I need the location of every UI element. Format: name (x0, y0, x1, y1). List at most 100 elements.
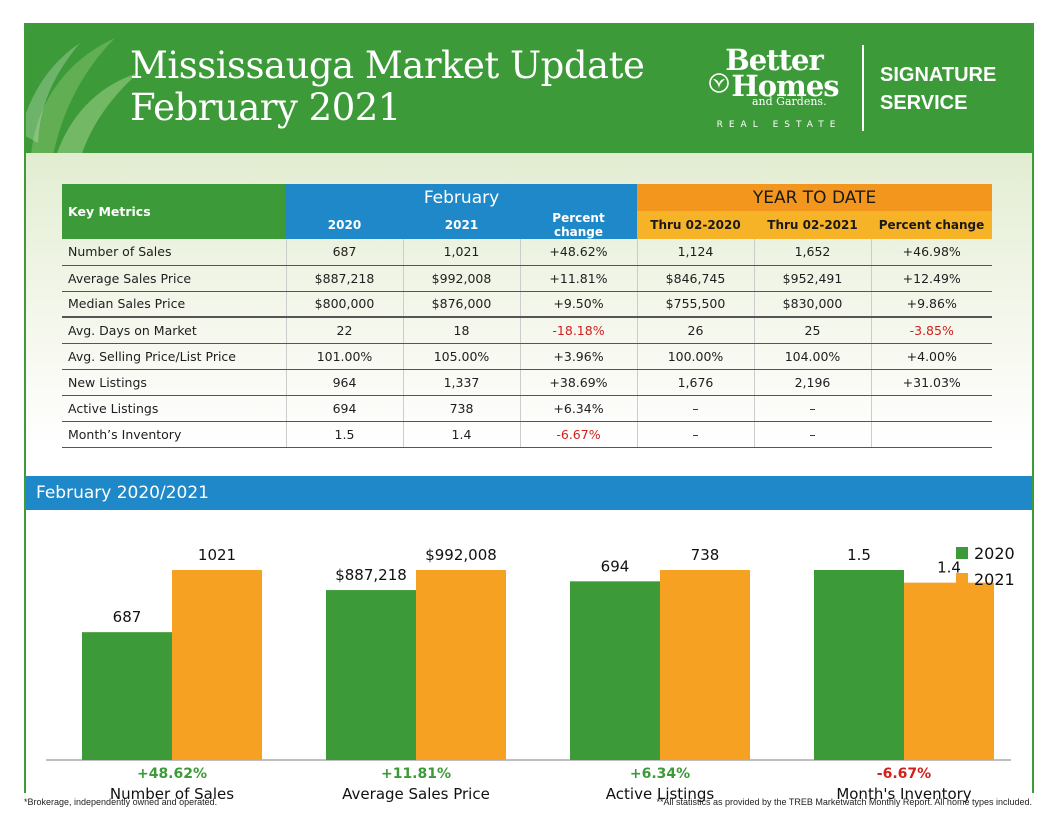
table-row: Median Sales Price $800,000 $876,000 +9.50%… (62, 291, 992, 318)
table-cell: +9.86% (870, 291, 992, 318)
category-label: Number of Sales (109, 785, 235, 803)
table-cell: 694 (285, 395, 403, 422)
table-cell: +48.62% (519, 239, 637, 266)
col-header: Percent change (871, 211, 992, 239)
bar-2021-0 (172, 570, 262, 760)
table-cell: +11.81% (519, 265, 637, 292)
table-cell (870, 421, 992, 448)
table-cell: 18 (402, 317, 520, 344)
row-label: Month’s Inventory (62, 421, 286, 448)
percent-change-label: +6.34% (629, 766, 691, 782)
table-cell: 1.5 (285, 421, 403, 448)
table-cell: +12.49% (870, 265, 992, 292)
footnote-source: **All statistics as provided by the TREB… (656, 797, 1032, 807)
table-cell: 1,652 (753, 239, 871, 266)
table-cell: 738 (402, 395, 520, 422)
legend-swatch (956, 573, 968, 585)
table-row: Number of Sales 687 1,021 +48.62% 1,124 1,652… (62, 239, 992, 266)
table-row: New Listings 964 1,337 +38.69% 1,676 2,196 +31… (62, 369, 992, 396)
table-cell: $830,000 (753, 291, 871, 318)
row-label: Active Listings (62, 395, 286, 422)
legend-item: 2021 (956, 566, 1015, 592)
february-group-header: February (286, 184, 637, 211)
header-banner: Mississauga Market Update February 2021 … (26, 25, 1032, 153)
footnote-brokerage: *Brokerage, independently owned and oper… (24, 797, 218, 807)
table-cell: 101.00% (285, 343, 403, 370)
col-header: Thru 02-2021 (754, 211, 871, 239)
row-label: Number of Sales (62, 239, 286, 266)
table-cell: 964 (285, 369, 403, 396)
table-cell: 25 (753, 317, 871, 344)
table-cell: -6.67% (519, 421, 637, 448)
bar-2020-1 (326, 590, 416, 760)
table-cell: +9.50% (519, 291, 637, 318)
col-header: Thru 02-2020 (637, 211, 754, 239)
table-cell: $876,000 (402, 291, 520, 318)
sprout-icon (709, 73, 730, 93)
data-label: 694 (601, 557, 630, 575)
data-label: $887,218 (335, 566, 407, 584)
logo-better: Better (725, 43, 823, 77)
table-cell: 687 (285, 239, 403, 266)
table-cell: +4.00% (870, 343, 992, 370)
data-label: 738 (691, 546, 720, 564)
data-label: $992,008 (425, 546, 497, 564)
logo-divider (862, 45, 864, 131)
table-row: Avg. Days on Market 22 18 -18.18% 26 25 -3.85% (62, 317, 992, 344)
table-cell: $952,491 (753, 265, 871, 292)
table-cell (870, 395, 992, 422)
signature-line1: SIGNATURE (880, 64, 997, 86)
table-row: Avg. Selling Price/List Price 101.00% 105.… (62, 343, 992, 370)
table-cell: 105.00% (402, 343, 520, 370)
table-cell: +31.03% (870, 369, 992, 396)
leaf-decoration-icon (26, 38, 138, 153)
row-label: New Listings (62, 369, 286, 396)
percent-change-label: +11.81% (380, 766, 452, 782)
data-label: 1.5 (847, 546, 871, 564)
ytd-group-header: YEAR TO DATE (637, 184, 992, 211)
page-title-line1: Mississauga Market Update (130, 44, 645, 87)
signature-line2: SERVICE (880, 92, 968, 114)
metrics-body: Number of Sales 687 1,021 +48.62% 1,124 1,652… (62, 239, 992, 448)
report-page: Mississauga Market Update February 2021 … (24, 23, 1034, 803)
bar-2020-3 (814, 570, 904, 760)
row-label: Avg. Days on Market (62, 317, 286, 344)
logo-homes: Homes (731, 69, 839, 103)
brand-logo: Better Homes and Gardens. REAL ESTATE (694, 43, 854, 130)
key-metrics-table: Key Metrics February YEAR TO DATE 2020 2… (62, 184, 992, 448)
col-header: 2021 (403, 211, 520, 239)
category-label: Active Listings (605, 785, 715, 803)
chart-legend: 2020 2021 (956, 540, 1015, 592)
table-cell: $887,218 (285, 265, 403, 292)
percent-change-label: -6.67% (876, 766, 932, 782)
table-cell: $846,745 (636, 265, 754, 292)
table-cell: +3.96% (519, 343, 637, 370)
bar-2021-2 (660, 570, 750, 760)
signature-service-text: SIGNATURE SERVICE (880, 61, 996, 117)
legend-item: 2020 (956, 540, 1015, 566)
table-cell: 1.4 (402, 421, 520, 448)
table-cell: – (753, 395, 871, 422)
category-label: Average Sales Price (342, 785, 490, 803)
legend-label: 2020 (974, 543, 1015, 563)
bar-chart: 687 1021 $887,218 $992,008 694 738 1.5 1.4 2020… (26, 510, 1032, 803)
table-cell: +6.34% (519, 395, 637, 422)
bar-chart-svg: 687 1021 $887,218 $992,008 694 738 1.5 1.4 (46, 546, 1011, 761)
table-cell: 100.00% (636, 343, 754, 370)
row-label: Average Sales Price (62, 265, 286, 292)
data-label: 1.4 (937, 559, 961, 577)
table-cell: -18.18% (519, 317, 637, 344)
table-cell: 1,124 (636, 239, 754, 266)
table-row: Month’s Inventory 1.5 1.4 -6.67% – – (62, 421, 992, 448)
legend-swatch (956, 547, 968, 559)
col-header: Percent change (520, 211, 637, 239)
table-cell: – (636, 395, 754, 422)
table-cell: 2,196 (753, 369, 871, 396)
table-cell: 1,337 (402, 369, 520, 396)
table-cell: -3.85% (870, 317, 992, 344)
table-cell: 22 (285, 317, 403, 344)
page-title-line2: February 2021 (130, 86, 401, 129)
row-label: Avg. Selling Price/List Price (62, 343, 286, 370)
data-label: 687 (113, 608, 142, 626)
table-cell: 26 (636, 317, 754, 344)
